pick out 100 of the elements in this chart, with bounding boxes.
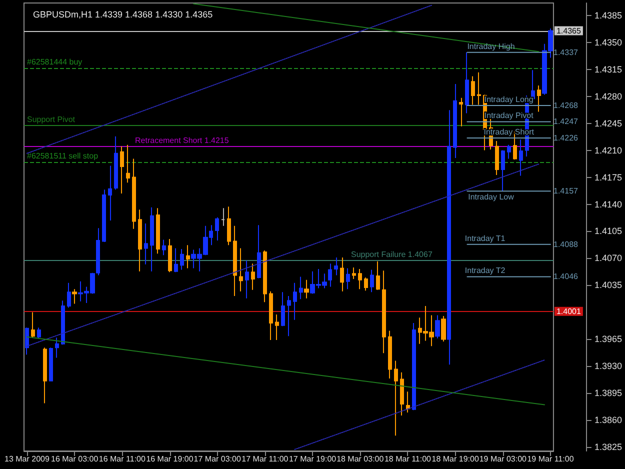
x-tick-label: 17 Mar 03:00 <box>194 454 242 464</box>
candlestick <box>168 238 172 273</box>
candlestick <box>293 282 297 320</box>
ref-line-label: #62581511 sell stop <box>27 151 99 160</box>
candlestick <box>400 372 404 416</box>
candlestick <box>108 165 112 221</box>
candlestick <box>340 256 344 292</box>
candlestick <box>43 347 47 404</box>
ref-line-label: #62581444 buy <box>27 57 82 66</box>
candlestick <box>31 312 35 338</box>
candlestick <box>114 136 118 190</box>
candlestick <box>370 269 374 293</box>
candlestick <box>334 256 338 276</box>
candlestick <box>55 337 59 358</box>
x-tick-label: 17 Mar 11:00 <box>242 454 289 464</box>
data-label: 1.4157 <box>554 186 579 196</box>
data-label: 1.4247 <box>554 117 579 126</box>
x-tick-label: 19 Mar 03:00 <box>479 454 528 464</box>
candlestick <box>358 268 362 290</box>
candlestick <box>233 225 237 297</box>
candlestick <box>120 146 124 194</box>
candlestick <box>471 76 475 106</box>
ref-line-label: Support Failure 1.4067 <box>351 250 433 260</box>
candlestick <box>156 208 160 254</box>
candlestick <box>67 282 71 308</box>
candlestick <box>275 314 279 340</box>
candlestick <box>507 144 511 160</box>
candlestick <box>49 347 53 382</box>
y-tick-label: 1.4245 <box>594 118 622 128</box>
candlestick <box>406 391 410 413</box>
ref-line-label: 1.4001 <box>556 306 582 316</box>
x-tick-label: 17 Mar 19:00 <box>288 454 337 464</box>
candlestick <box>281 292 285 327</box>
y-tick-label: 1.4280 <box>594 91 622 102</box>
candlestick <box>37 327 41 339</box>
candlestick <box>138 209 142 272</box>
x-tick-label: 16 Mar 03:00 <box>50 454 99 464</box>
x-tick-label: 18 Mar 11:00 <box>384 454 432 464</box>
candlestick <box>453 83 457 158</box>
candlestick <box>150 206 154 272</box>
ref-line-label: Retracement Short 1.4215 <box>135 136 230 145</box>
candlestick <box>132 158 136 230</box>
candlestick <box>269 290 273 340</box>
candlestick <box>346 268 350 290</box>
candlestick <box>382 270 386 354</box>
candlestick <box>513 131 517 160</box>
candlestick <box>435 314 440 339</box>
y-tick-label: 1.3825 <box>594 442 622 452</box>
y-tick-label: 1.3895 <box>594 388 622 398</box>
x-tick-label: 18 Mar 19:00 <box>432 454 480 464</box>
candlestick <box>537 85 541 112</box>
candlestick <box>186 244 190 269</box>
candlestick <box>25 327 29 356</box>
y-tick-label: 1.4350 <box>594 37 622 48</box>
candlestick <box>364 277 368 292</box>
candlestick <box>477 72 481 106</box>
candlestick <box>72 288 77 304</box>
y-tick-label: 1.4175 <box>594 172 622 182</box>
y-tick-label: 1.4210 <box>594 145 622 156</box>
y-tick-label: 1.3930 <box>594 361 622 372</box>
candlestick <box>251 263 255 290</box>
candlestick <box>102 189 106 243</box>
candlestick <box>257 224 261 279</box>
ref-line-label: 1.4365 <box>556 26 582 36</box>
text: GBPUSDm,H1 1.4339 1.4368 1.4330 1.4365 <box>33 10 213 20</box>
candlestick <box>459 97 463 127</box>
data-label: 1.4088 <box>554 240 579 249</box>
series-label: Intraday T1 <box>464 234 506 243</box>
candlestick <box>215 216 219 241</box>
candlestick <box>227 206 231 246</box>
x-tick-label: 16 Mar 19:00 <box>146 454 194 464</box>
data-label: 1.4226 <box>554 133 579 142</box>
candlestick <box>245 260 249 299</box>
candlestick <box>180 248 184 270</box>
y-tick-label: 1.4140 <box>594 199 622 210</box>
candlestick <box>299 276 303 300</box>
candlestick <box>328 263 332 288</box>
candlestick <box>412 322 416 411</box>
candlestick <box>519 138 523 176</box>
candlestick <box>501 150 505 192</box>
y-tick-label: 1.4315 <box>594 64 622 74</box>
y-tick-label: 1.3965 <box>594 334 622 344</box>
data-label: 1.4337 <box>554 48 579 57</box>
candlestick <box>352 266 356 280</box>
x-tick-label: 16 Mar 11:00 <box>98 454 146 464</box>
candlestick <box>388 330 392 380</box>
candlestick <box>465 52 469 114</box>
y-tick-label: 1.4035 <box>594 280 622 290</box>
candlestick <box>126 144 130 184</box>
data-label: 1.4268 <box>554 101 579 110</box>
candlestick <box>495 140 499 176</box>
candlestick <box>239 248 243 292</box>
y-tick-label: 1.4070 <box>594 253 622 264</box>
ref-line-label: Support Pivot <box>27 115 76 124</box>
candlestick <box>447 110 451 366</box>
candlestick <box>162 239 166 256</box>
y-tick-label: 1.3860 <box>594 415 622 426</box>
candlestick <box>441 316 446 342</box>
y-tick-label: 1.4385 <box>594 10 622 20</box>
candlestick <box>61 300 65 346</box>
